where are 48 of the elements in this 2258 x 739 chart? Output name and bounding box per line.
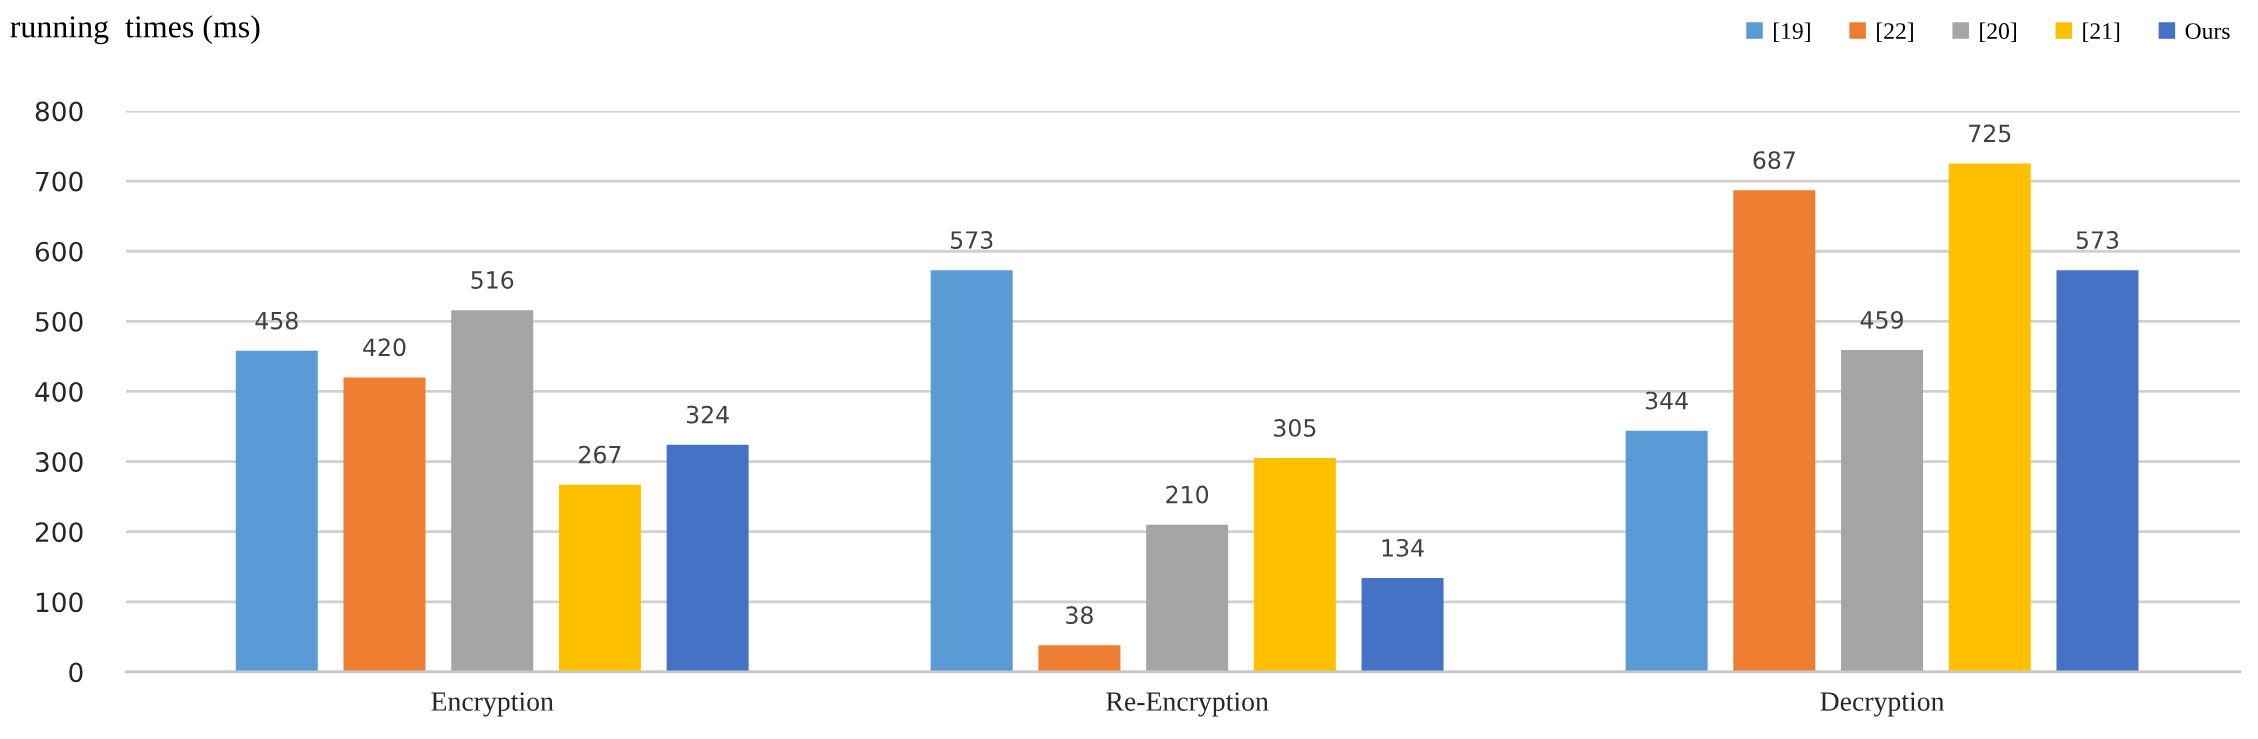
x-tick-label: Encryption — [431, 692, 554, 717]
data-label: 516 — [471, 271, 514, 289]
y-tick-label: 400 — [35, 381, 83, 402]
legend-label: Ours — [2185, 23, 2230, 40]
y-tick-label: 0 — [69, 662, 83, 683]
bar — [1253, 458, 1336, 672]
data-label: 725 — [1969, 124, 2011, 143]
y-tick-label: 700 — [36, 171, 83, 192]
data-label: 324 — [686, 405, 729, 424]
data-label: 210 — [1166, 485, 1209, 504]
bar — [1841, 350, 1924, 672]
data-label: 573 — [2076, 231, 2119, 249]
y-tick-label: 500 — [36, 311, 83, 332]
bar — [666, 444, 749, 672]
data-label: 38 — [1066, 606, 1093, 625]
bar — [1038, 645, 1121, 672]
data-label: 420 — [363, 338, 406, 357]
data-label: 305 — [1274, 419, 1316, 437]
data-label: 344 — [1645, 391, 1688, 410]
bar — [930, 270, 1013, 672]
data-label: 134 — [1382, 538, 1424, 557]
x-tick-label: Re-Encryption — [1106, 692, 1269, 717]
legend-label: [20] — [1980, 22, 2016, 42]
y-tick-label: 300 — [35, 452, 83, 473]
y-tick-label: 200 — [35, 522, 83, 543]
data-label: 267 — [579, 445, 621, 464]
y-tick-label: 800 — [35, 101, 83, 122]
bar — [1733, 190, 1816, 672]
bar — [1361, 578, 1444, 672]
bar — [343, 377, 426, 672]
y-tick-label: 600 — [35, 241, 83, 262]
bar — [451, 310, 534, 672]
legend-label: [21] — [2083, 22, 2120, 42]
y-tick-label: 100 — [36, 592, 83, 613]
bar — [2056, 270, 2139, 672]
bar — [1948, 163, 2031, 672]
data-label: 687 — [1753, 151, 1795, 169]
bar — [1146, 524, 1229, 672]
y-axis-title: running times (ms) — [10, 15, 260, 45]
bar — [1625, 430, 1708, 672]
data-label: 458 — [255, 311, 298, 330]
data-label: 573 — [951, 231, 993, 249]
x-tick-label: Decryption — [1820, 692, 1945, 717]
legend-label: [19] — [1774, 22, 1810, 42]
bar — [558, 484, 641, 672]
legend-label: [22] — [1877, 22, 1913, 42]
bar — [235, 350, 318, 672]
data-label: 459 — [1860, 311, 1903, 329]
